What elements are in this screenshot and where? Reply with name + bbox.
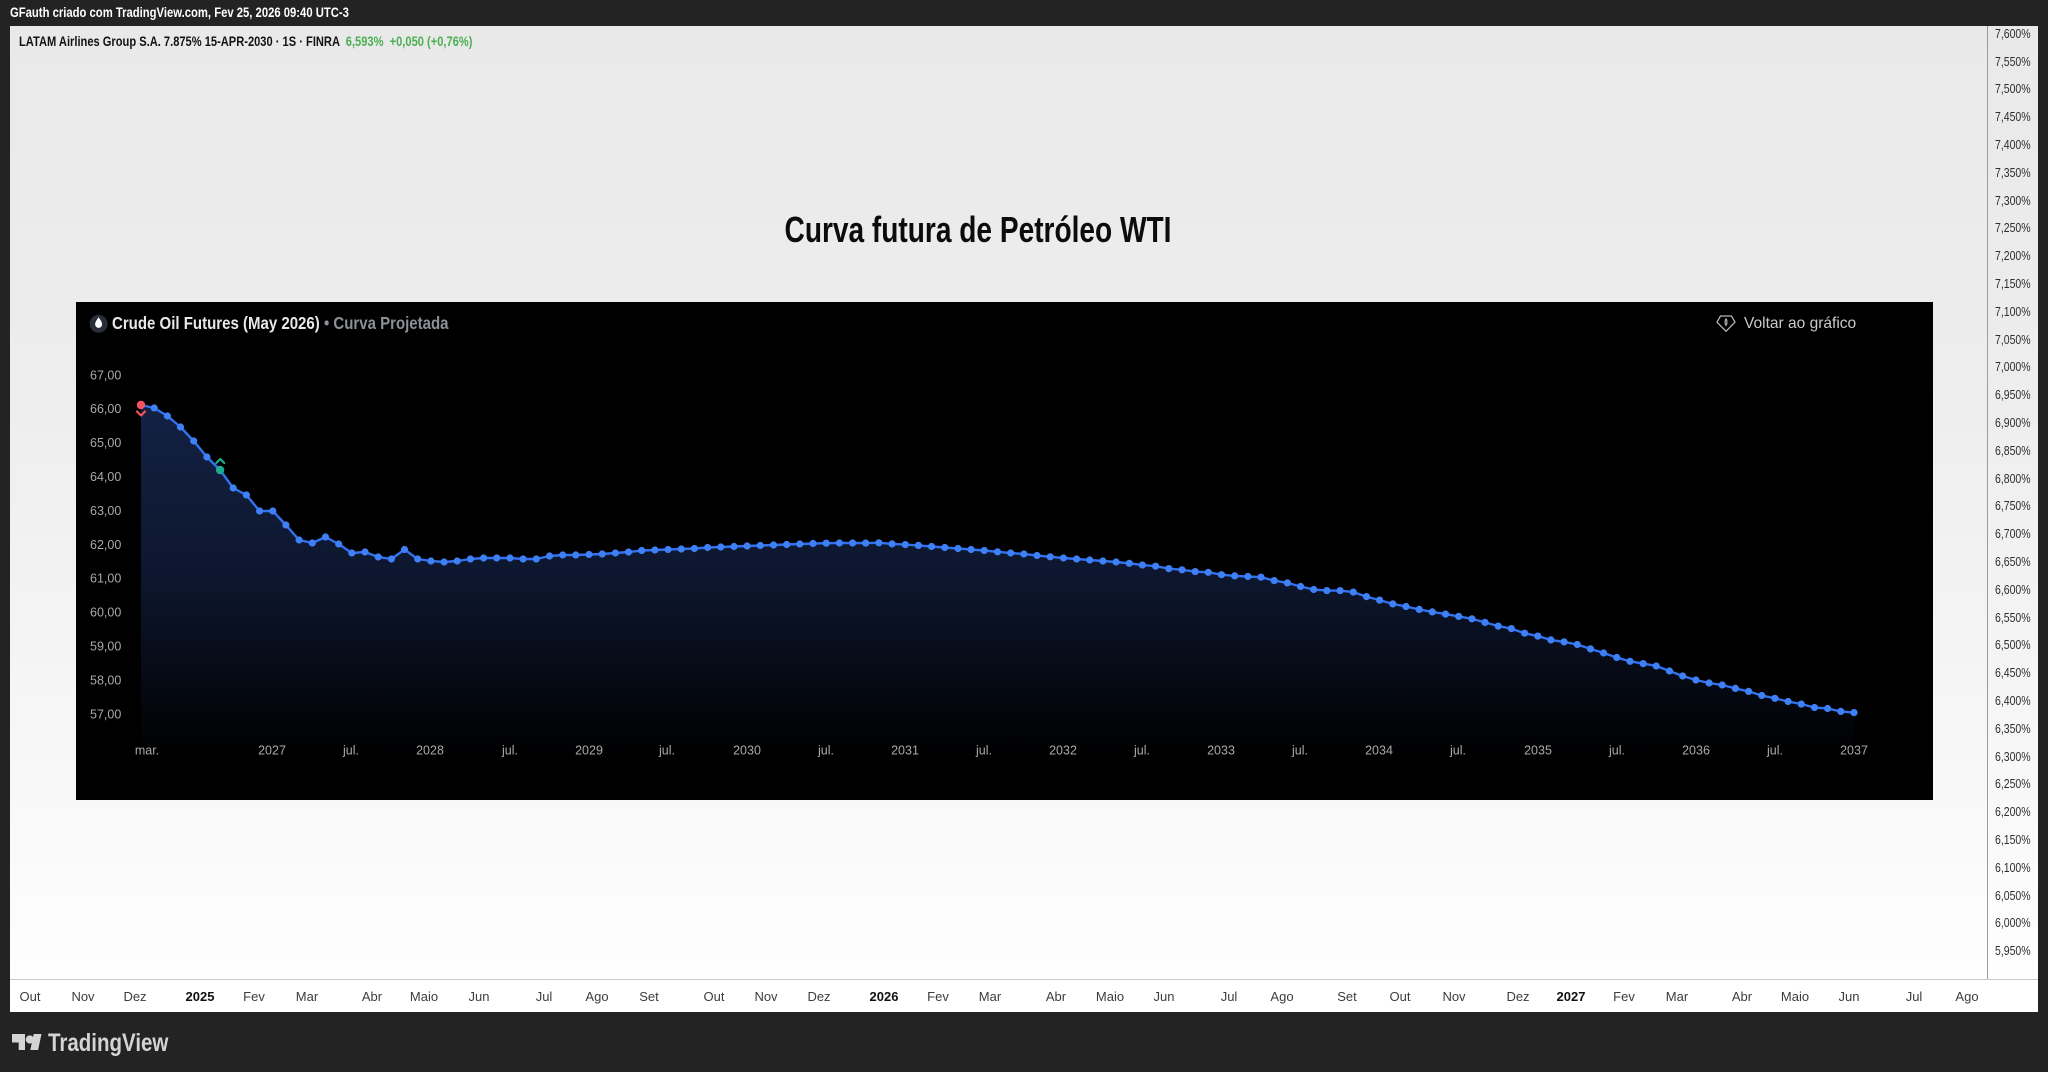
svg-text:59,00: 59,00	[90, 640, 121, 654]
svg-text:65,00: 65,00	[90, 436, 121, 450]
svg-text:60,00: 60,00	[90, 606, 121, 620]
svg-text:58,00: 58,00	[90, 673, 121, 687]
svg-text:2037: 2037	[1840, 744, 1868, 758]
svg-text:jul.: jul.	[501, 744, 518, 758]
svg-text:jul.: jul.	[975, 744, 992, 758]
svg-text:mar.: mar.	[135, 744, 159, 758]
svg-text:62,00: 62,00	[90, 538, 121, 552]
svg-text:2029: 2029	[575, 744, 603, 758]
svg-text:2035: 2035	[1524, 744, 1552, 758]
svg-text:jul.: jul.	[342, 744, 359, 758]
svg-text:jul.: jul.	[1766, 744, 1783, 758]
svg-text:64,00: 64,00	[90, 470, 121, 484]
svg-text:2032: 2032	[1049, 744, 1077, 758]
svg-text:2031: 2031	[891, 744, 919, 758]
svg-text:2033: 2033	[1207, 744, 1235, 758]
svg-text:jul.: jul.	[658, 744, 675, 758]
svg-text:66,00: 66,00	[90, 402, 121, 416]
svg-text:57,00: 57,00	[90, 707, 121, 721]
svg-text:2028: 2028	[416, 744, 444, 758]
svg-text:2034: 2034	[1365, 744, 1393, 758]
svg-text:63,00: 63,00	[90, 504, 121, 518]
svg-text:jul.: jul.	[1133, 744, 1150, 758]
svg-text:2027: 2027	[258, 744, 286, 758]
svg-text:67,00: 67,00	[90, 368, 121, 382]
svg-text:jul.: jul.	[1449, 744, 1466, 758]
svg-text:61,00: 61,00	[90, 572, 121, 586]
svg-text:2036: 2036	[1682, 744, 1710, 758]
svg-text:2030: 2030	[733, 744, 761, 758]
svg-text:jul.: jul.	[1608, 744, 1625, 758]
svg-text:jul.: jul.	[817, 744, 834, 758]
svg-text:jul.: jul.	[1291, 744, 1308, 758]
